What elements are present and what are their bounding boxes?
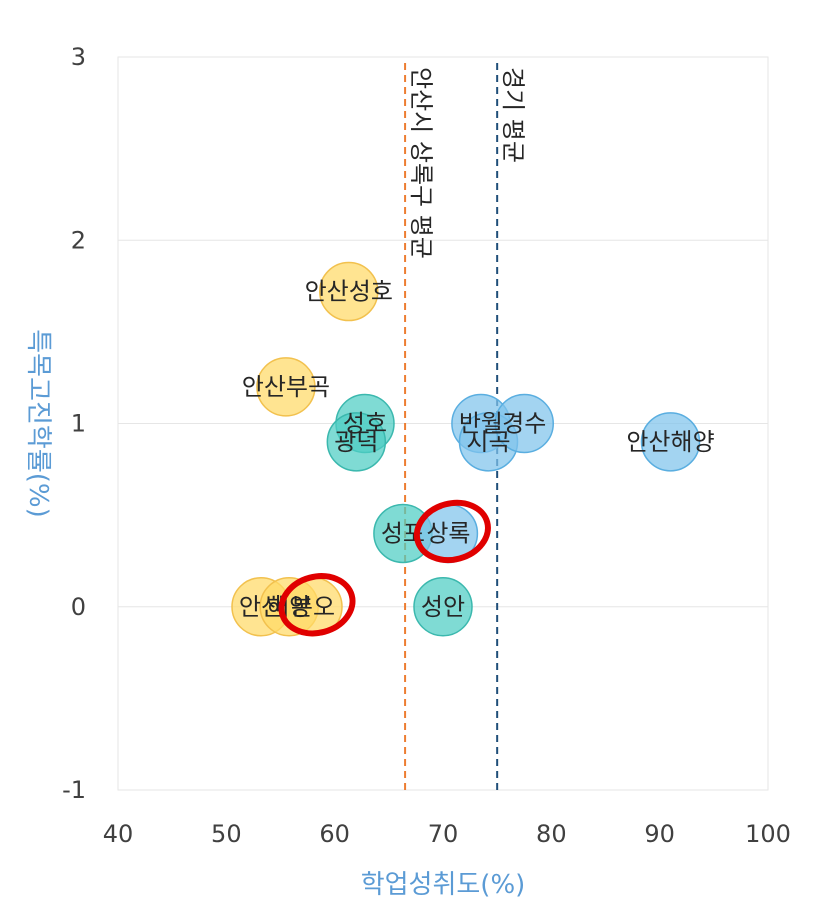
reference-line-label: 경기 평균 bbox=[499, 67, 527, 163]
y-tick-label: 2 bbox=[71, 226, 86, 254]
data-point-label: 상록 bbox=[426, 519, 470, 547]
x-tick-label: 100 bbox=[745, 820, 791, 848]
x-tick-label: 40 bbox=[103, 820, 134, 848]
reference-line-label: 안산시 상록구 평균 bbox=[407, 67, 435, 259]
y-tick-label: 3 bbox=[71, 43, 86, 71]
x-tick-label: 80 bbox=[536, 820, 567, 848]
data-point-label: 안산 bbox=[239, 593, 283, 621]
data-point-label: 해양 bbox=[267, 593, 311, 621]
data-point-label: 성호 bbox=[343, 410, 387, 438]
highlight-marks bbox=[278, 499, 491, 637]
data-point-label: 성안 bbox=[421, 593, 465, 621]
data-point bbox=[413, 577, 473, 637]
data-point bbox=[326, 412, 387, 472]
data-point-label: 시곡 bbox=[466, 428, 510, 456]
y-tick-label: -1 bbox=[62, 776, 86, 804]
data-point-label: 안산해양 bbox=[626, 428, 714, 456]
data-point-label: 반월 bbox=[459, 410, 503, 438]
data-point bbox=[640, 412, 701, 472]
y-tick-label: 0 bbox=[71, 593, 86, 621]
data-point-label: 안산성호 bbox=[305, 278, 393, 306]
data-point bbox=[494, 393, 554, 454]
data-point-label: 안산부곡 bbox=[242, 373, 330, 401]
data-points bbox=[231, 261, 701, 637]
x-tick-label: 50 bbox=[211, 820, 242, 848]
highlight-circle bbox=[413, 499, 491, 564]
y-axis-title: 특목고진학률(%) bbox=[23, 329, 53, 518]
data-point-label: 광덕 bbox=[334, 428, 378, 456]
data-point bbox=[319, 261, 379, 322]
y-axis-ticks: 3 2 1 0 -1 bbox=[62, 43, 86, 804]
x-tick-label: 90 bbox=[644, 820, 675, 848]
y-tick-label: 1 bbox=[71, 410, 86, 438]
highlight-circle bbox=[278, 573, 356, 637]
data-point-label: 본오 bbox=[291, 593, 335, 621]
x-tick-label: 70 bbox=[428, 820, 459, 848]
x-axis-ticks: 40 50 60 70 80 90 100 bbox=[103, 820, 791, 848]
data-point bbox=[256, 357, 316, 417]
data-point-label: 경수 bbox=[502, 410, 546, 438]
reference-lines: 안산시 상록구 평균 경기 평균 bbox=[404, 63, 527, 790]
x-axis-title: 학업성취도(%) bbox=[361, 870, 526, 900]
x-tick-label: 60 bbox=[319, 820, 350, 848]
